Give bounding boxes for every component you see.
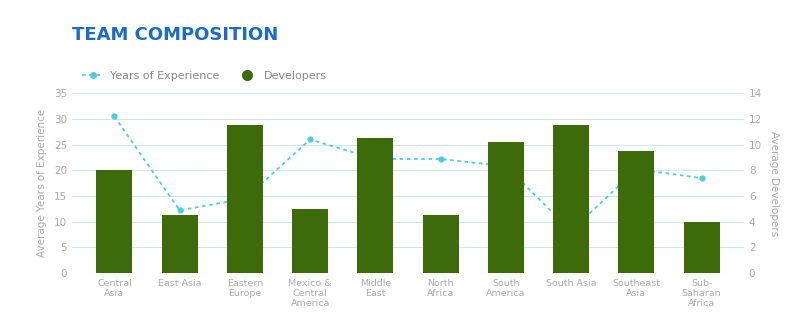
Bar — [292, 209, 328, 273]
Y-axis label: Average Developers: Average Developers — [769, 131, 779, 236]
Bar — [358, 138, 394, 273]
Bar — [553, 125, 589, 273]
Legend: Years of Experience, Developers: Years of Experience, Developers — [78, 66, 331, 85]
Bar — [684, 222, 719, 273]
Bar — [227, 125, 263, 273]
Bar — [162, 215, 198, 273]
Text: TEAM COMPOSITION: TEAM COMPOSITION — [72, 26, 278, 45]
Bar — [488, 142, 524, 273]
Bar — [618, 151, 654, 273]
Y-axis label: Average Years of Experience: Average Years of Experience — [37, 109, 47, 257]
Bar — [97, 170, 132, 273]
Bar — [422, 215, 458, 273]
